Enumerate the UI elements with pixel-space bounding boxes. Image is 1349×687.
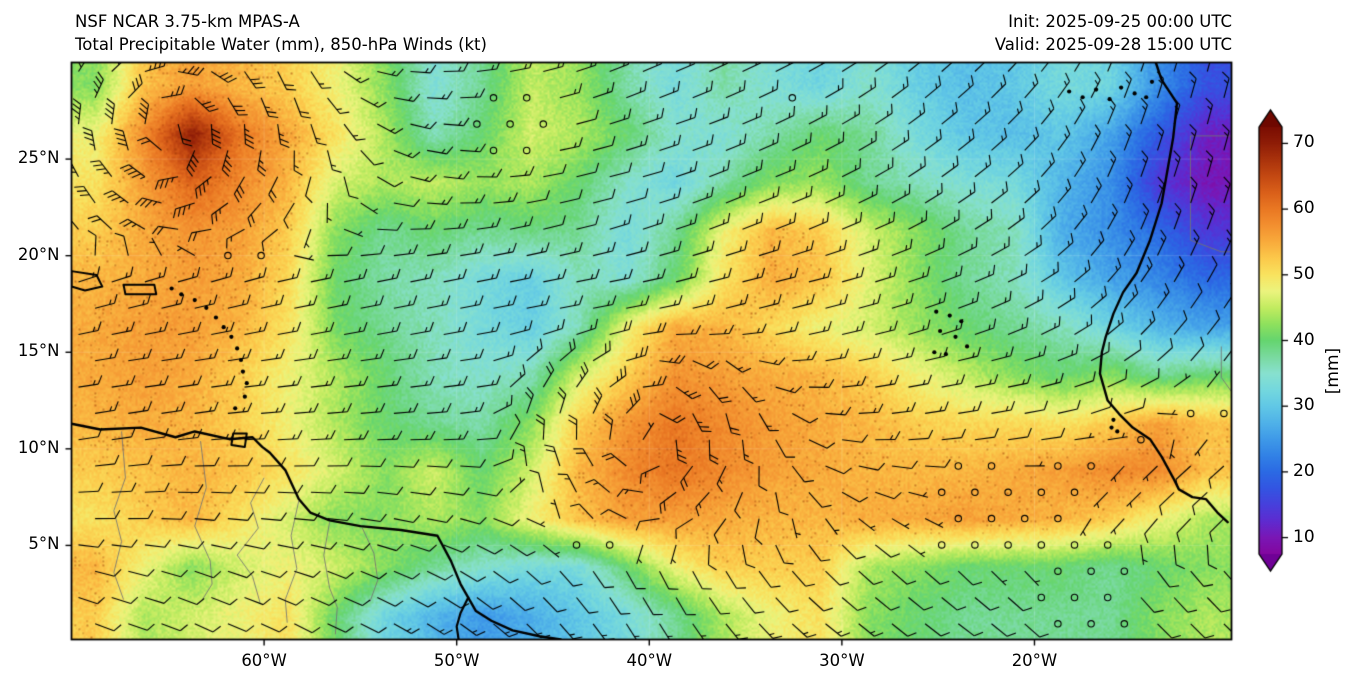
valid-time: Valid: 2025-09-28 15:00 UTC — [994, 35, 1232, 54]
y-tick-label: 20°N — [17, 244, 60, 264]
x-tick-label: 20°W — [1011, 650, 1058, 670]
colorbar-tick-label: 60 — [1293, 198, 1315, 219]
x-tick-label: 40°W — [626, 650, 673, 670]
plot-title: NSF NCAR 3.75-km MPAS-A Total Precipitab… — [75, 10, 487, 56]
colorbar-tick-label: 40 — [1293, 329, 1315, 350]
colorbar-tick-label: 10 — [1293, 526, 1315, 547]
y-tick-label: 25°N — [17, 148, 60, 168]
y-tick-label: 10°N — [17, 437, 60, 457]
y-tick-label: 5°N — [28, 534, 60, 554]
colorbar-tick-label: 30 — [1293, 395, 1315, 416]
x-tick-label: 50°W — [433, 650, 480, 670]
model-title: NSF NCAR 3.75-km MPAS-A — [75, 12, 300, 31]
y-tick-label: 15°N — [17, 341, 60, 361]
colorbar-tick-label: 50 — [1293, 263, 1315, 284]
colorbar-unit-label: [mm] — [1323, 347, 1343, 395]
field-title: Total Precipitable Water (mm), 850-hPa W… — [75, 35, 487, 54]
time-block: Init: 2025-09-25 00:00 UTC Valid: 2025-0… — [995, 10, 1232, 56]
colorbar-tick-label: 70 — [1293, 132, 1315, 153]
x-tick-label: 30°W — [819, 650, 865, 670]
x-tick-label: 60°W — [241, 650, 287, 670]
init-time: Init: 2025-09-25 00:00 UTC — [1008, 12, 1232, 31]
colorbar-tick-label: 20 — [1293, 460, 1315, 481]
